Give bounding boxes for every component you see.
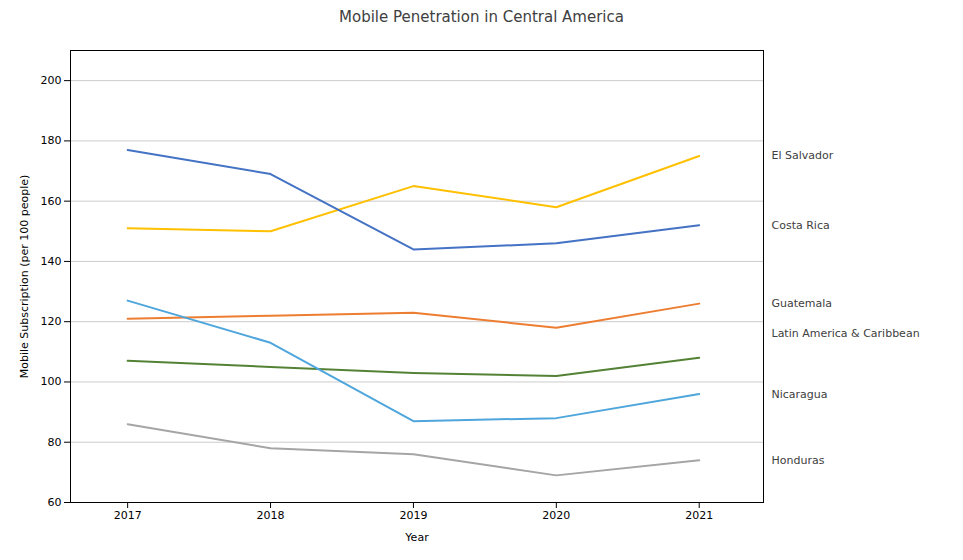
svg-text:2017: 2017 — [114, 509, 142, 522]
svg-text:Honduras: Honduras — [772, 454, 825, 467]
svg-text:Nicaragua: Nicaragua — [772, 388, 828, 401]
svg-text:Guatemala: Guatemala — [772, 297, 833, 310]
svg-text:Mobile Subscription (per 100 p: Mobile Subscription (per 100 people) — [18, 175, 31, 379]
svg-text:200: 200 — [41, 74, 62, 87]
svg-text:2020: 2020 — [542, 509, 570, 522]
svg-text:180: 180 — [41, 134, 62, 147]
svg-text:Year: Year — [404, 531, 429, 544]
svg-text:Costa Rica: Costa Rica — [772, 219, 830, 232]
svg-text:Latin America & Caribbean: Latin America & Caribbean — [772, 327, 920, 340]
svg-text:2018: 2018 — [257, 509, 285, 522]
svg-text:El Salvador: El Salvador — [772, 149, 834, 162]
svg-text:120: 120 — [41, 315, 62, 328]
svg-text:2021: 2021 — [685, 509, 713, 522]
html-text:Mobile Penetration in Central: Mobile Penetration in Central America — [339, 8, 624, 26]
svg-text:80: 80 — [48, 436, 62, 449]
svg-text:100: 100 — [41, 375, 62, 388]
svg-text:160: 160 — [41, 195, 62, 208]
svg-text:60: 60 — [48, 496, 62, 509]
svg-text:140: 140 — [41, 255, 62, 268]
svg-text:2019: 2019 — [399, 509, 427, 522]
